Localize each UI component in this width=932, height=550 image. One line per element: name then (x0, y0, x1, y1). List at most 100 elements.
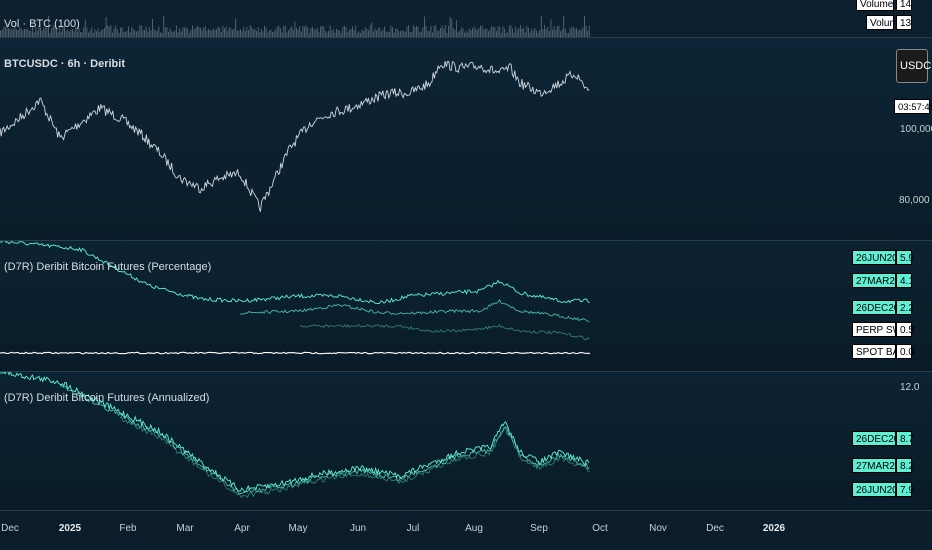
series-26jun2026 (0, 372, 590, 493)
volume-bar (566, 32, 568, 37)
volume-bar (432, 32, 433, 37)
volume-bar (374, 28, 376, 37)
volume-bar (384, 26, 385, 37)
volume-bar (419, 32, 421, 37)
label-value-26dec2025: 2.2 (896, 300, 914, 315)
volume-bar (286, 32, 288, 37)
volume-bar (363, 31, 365, 37)
volume-bar (147, 31, 149, 37)
time-tick-feb: Feb (119, 523, 137, 534)
series-26jun2026 (0, 241, 590, 304)
volume-bar (307, 27, 309, 37)
volume-bar (248, 30, 249, 37)
volume-bar (60, 31, 62, 37)
volume-bar (580, 30, 582, 37)
volume-bar (528, 27, 529, 37)
price-axis-label-partial: 100,000 (900, 124, 932, 135)
volume-bar (428, 31, 430, 37)
percentage-indicator-pane[interactable]: (D7R) Deribit Bitcoin Futures (Percentag… (0, 241, 932, 371)
volume-bar (328, 30, 329, 37)
volume-bar (257, 27, 259, 37)
volume-bar (283, 25, 285, 37)
price-pane[interactable]: BTCUSDC · 6h · Deribit USDC 100,000 03:5… (0, 38, 932, 240)
volume-bar (268, 30, 270, 37)
volume-bar (148, 27, 150, 37)
annualized-chart (0, 372, 590, 499)
volume-bar (80, 32, 81, 37)
volume-bar (344, 26, 345, 37)
volume-bar (326, 32, 328, 37)
time-axis[interactable]: Dec 2025 Feb Mar Apr May Jun Jul Aug Sep Oct Nov Dec… (0, 511, 932, 550)
pane-separator[interactable] (0, 240, 932, 241)
volume-bar (568, 32, 569, 37)
percentage-chart (0, 241, 591, 355)
volume-bar (193, 29, 195, 37)
volume-bar (30, 30, 32, 37)
volume-bar (481, 25, 483, 37)
volume-pane-title[interactable]: Vol · BTC (100) (4, 18, 80, 30)
label-value-26dec2025: 8.7 (896, 431, 914, 446)
volume-bar (569, 27, 571, 37)
volume-bar (345, 27, 347, 37)
volume-bar (403, 30, 405, 37)
volume-bar (459, 30, 461, 37)
volume-bar (241, 30, 243, 37)
volume-bar (385, 31, 387, 37)
volume-bar (216, 29, 217, 37)
symbol-title[interactable]: BTCUSDC · 6h · Deribit (4, 58, 125, 70)
volume-bar (64, 21, 65, 37)
volume-bar (468, 28, 470, 37)
percentage-pane-title[interactable]: (D7R) Deribit Bitcoin Futures (Percentag… (4, 261, 212, 273)
volume-bar (105, 17, 107, 37)
pane-separator[interactable] (0, 37, 932, 38)
series-26dec2025 (119, 415, 590, 499)
volume-bar (316, 27, 318, 37)
volume-bar (336, 28, 337, 37)
volume-bar (446, 32, 448, 37)
label-value-26jun2026: 7.9 (896, 482, 914, 497)
annualized-axis-top: 12.0 (900, 382, 920, 393)
volume-bar (454, 29, 456, 37)
volume-bar (504, 28, 505, 37)
pane-separator[interactable] (0, 371, 932, 372)
volume-bar (131, 26, 133, 37)
volume-bar (172, 32, 174, 37)
volume-bar (24, 28, 25, 37)
volume-bar (188, 33, 190, 37)
currency-button[interactable]: USDC (896, 49, 931, 83)
volume-bar (588, 25, 590, 37)
volume-label: Volume (866, 15, 903, 30)
annualized-indicator-pane[interactable]: (D7R) Deribit Bitcoin Futures (Annualize… (0, 372, 932, 510)
volume-bar (217, 26, 219, 37)
volume-pane[interactable]: Vol · BTC (100) Volume MA 14 Volume 13 (0, 0, 932, 37)
volume-bar (265, 27, 267, 37)
volume-bar (38, 25, 40, 37)
volume-bar (227, 30, 229, 37)
volume-bar (155, 30, 157, 37)
volume-bar (404, 32, 406, 37)
volume-bar (401, 30, 403, 37)
volume-bar (464, 32, 465, 37)
volume-bar (35, 26, 37, 37)
volume-bar (36, 30, 38, 37)
annualized-pane-title[interactable]: (D7R) Deribit Bitcoin Futures (Annualize… (4, 392, 210, 404)
volume-bar (70, 29, 72, 37)
volume-bar (347, 32, 349, 37)
volume-bar (142, 30, 144, 37)
price-line (0, 60, 590, 212)
volume-bar (364, 27, 366, 37)
volume-bar (224, 28, 225, 37)
volume-bar (92, 32, 94, 37)
volume-bar (492, 26, 494, 37)
volume-bar (291, 26, 293, 37)
volume-bar (368, 30, 369, 37)
volume-bar (222, 25, 224, 37)
volume-bar (180, 31, 182, 37)
volume-bar (574, 28, 576, 37)
volume-bar (32, 25, 33, 37)
volume-bar (440, 28, 441, 37)
volume-bar (436, 30, 438, 37)
volume-bar (160, 32, 161, 37)
volume-bar (457, 32, 459, 37)
volume-bar (28, 30, 30, 37)
